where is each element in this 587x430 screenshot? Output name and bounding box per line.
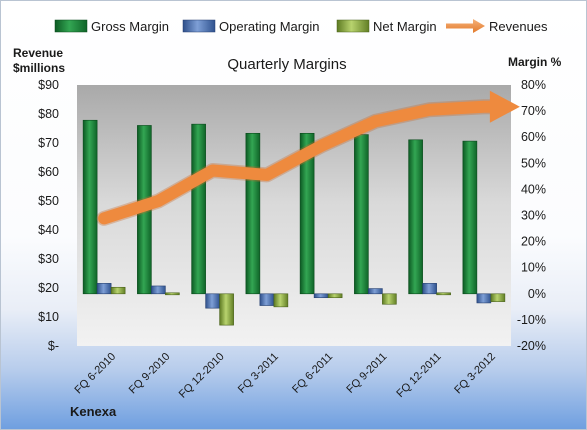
legend-item-operating-margin: Operating Margin xyxy=(182,19,319,34)
bar-net-margin-8 xyxy=(490,293,506,302)
right-tick-label: 20% xyxy=(521,235,546,249)
bar-gross-margin-3 xyxy=(191,123,206,295)
legend-item-net-margin: Net Margin xyxy=(336,19,437,34)
bar-operating-margin-2 xyxy=(151,285,166,295)
left-axis-label-line1: Revenue xyxy=(13,46,63,60)
bar-net-margin-2 xyxy=(165,292,180,296)
legend-label-revenues: Revenues xyxy=(489,19,548,34)
bar-operating-margin-8 xyxy=(476,293,492,304)
right-axis-ticks: -20% -10% 0% 10% 20% 30% 40% 50% 60% 70% 80% xyxy=(517,78,546,353)
bar-operating-margin-5 xyxy=(313,293,329,299)
legend-label-net-margin: Net Margin xyxy=(373,19,437,34)
category-label: FQ 6-2011 xyxy=(290,351,335,396)
left-tick-label: $- xyxy=(48,339,59,353)
legend-item-revenues: Revenues xyxy=(446,19,548,34)
left-tick-label: $80 xyxy=(38,107,59,121)
bar-gross-margin-5 xyxy=(299,132,315,295)
left-axis-label-line2: $millions xyxy=(13,61,65,75)
revenue-point-3 xyxy=(211,169,215,173)
left-tick-label: $60 xyxy=(38,165,59,179)
category-label: FQ 9-2010 xyxy=(127,351,173,397)
category-labels: FQ 6-2010 FQ 9-2010 FQ 12-2010 FQ 3-2011 FQ … xyxy=(73,351,498,401)
revenue-arrow-head xyxy=(489,90,520,123)
left-tick-label: $90 xyxy=(38,78,59,92)
revenue-point-6 xyxy=(373,119,377,123)
revenues-legend-arrow-icon xyxy=(446,19,485,33)
left-tick-label: $70 xyxy=(38,136,59,150)
revenue-point-1 xyxy=(102,216,106,220)
left-tick-label: $30 xyxy=(38,252,59,266)
right-tick-label: -20% xyxy=(517,339,546,353)
bar-net-margin-4 xyxy=(273,293,289,308)
revenue-point-4 xyxy=(265,173,269,177)
bar-gross-margin-7 xyxy=(408,139,423,295)
bar-net-margin-6 xyxy=(382,293,397,305)
left-tick-label: $20 xyxy=(38,281,59,295)
legend-label-gross-margin: Gross Margin xyxy=(91,19,169,34)
right-tick-label: 50% xyxy=(521,156,546,170)
bar-operating-margin-1 xyxy=(96,283,112,295)
left-tick-label: $40 xyxy=(38,223,59,237)
revenue-point-8 xyxy=(482,105,486,109)
bar-gross-margin-4 xyxy=(245,132,261,295)
revenue-point-7 xyxy=(428,108,432,112)
category-label: FQ 9-2011 xyxy=(344,351,389,396)
right-tick-label: 70% xyxy=(521,104,546,118)
legend-label-operating-margin: Operating Margin xyxy=(219,19,319,34)
brand-label: Kenexa xyxy=(70,404,117,419)
bar-net-margin-7 xyxy=(436,292,451,296)
bar-gross-margin-6 xyxy=(354,134,369,295)
bar-net-margin-5 xyxy=(327,293,343,299)
right-tick-label: 80% xyxy=(521,78,546,92)
revenue-line-layer xyxy=(96,90,520,226)
bar-net-margin-1 xyxy=(110,286,126,295)
bar-gross-margin-8 xyxy=(462,140,478,295)
bar-operating-margin-4 xyxy=(259,293,275,306)
revenue-point-2 xyxy=(156,199,160,203)
left-axis-ticks: $- $10 $20 $30 $40 $50 $60 $70 $80 $90 xyxy=(38,78,59,353)
category-label: FQ 3-2011 xyxy=(236,351,281,396)
category-label: FQ 6-2010 xyxy=(73,351,119,397)
bar-operating-margin-6 xyxy=(368,288,383,295)
revenue-point-5 xyxy=(319,144,323,148)
legend: Gross Margin Operating Margin Net Margin… xyxy=(54,19,548,34)
bar-operating-margin-7 xyxy=(422,283,437,295)
right-tick-label: 60% xyxy=(521,130,546,144)
category-label: FQ 12-2011 xyxy=(394,351,443,400)
left-tick-label: $10 xyxy=(38,310,59,324)
right-axis-label: Margin % xyxy=(508,55,562,69)
right-tick-label: 0% xyxy=(528,287,546,301)
right-tick-label: -10% xyxy=(517,313,546,327)
bar-net-margin-3 xyxy=(219,293,234,326)
category-label: FQ 12-2010 xyxy=(177,351,227,401)
right-tick-label: 40% xyxy=(521,182,546,196)
chart-title: Quarterly Margins xyxy=(227,56,346,73)
legend-item-gross-margin: Gross Margin xyxy=(54,19,169,34)
right-tick-label: 30% xyxy=(521,209,546,223)
left-tick-label: $50 xyxy=(38,194,59,208)
right-tick-label: 10% xyxy=(521,261,546,275)
category-label: FQ 3-2012 xyxy=(452,351,498,397)
bar-operating-margin-3 xyxy=(205,293,220,309)
bar-gross-margin-1 xyxy=(82,119,98,295)
